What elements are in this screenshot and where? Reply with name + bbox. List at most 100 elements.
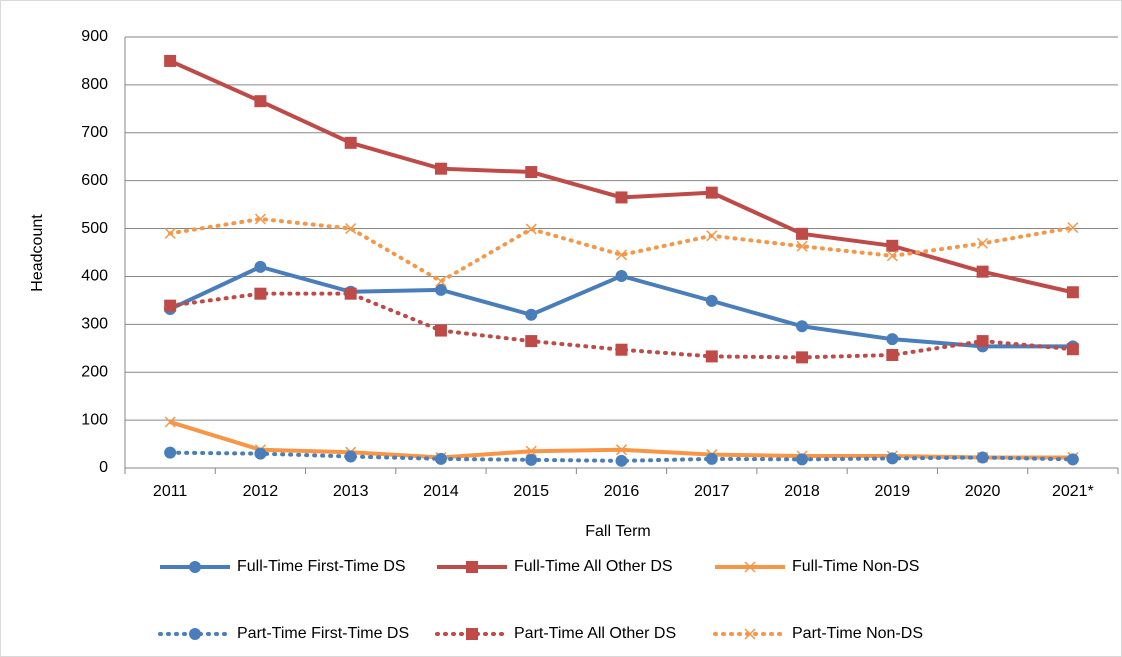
marker bbox=[615, 191, 628, 204]
x-tick-label: 2015 bbox=[513, 483, 549, 500]
marker bbox=[434, 162, 447, 175]
marker bbox=[434, 324, 447, 337]
x-tick-label: 2012 bbox=[243, 483, 279, 500]
marker bbox=[796, 227, 809, 240]
marker bbox=[615, 454, 628, 467]
series-line bbox=[168, 450, 1075, 463]
y-tick-label: 500 bbox=[81, 220, 108, 237]
legend-label: Full-Time First-Time DS bbox=[237, 558, 406, 575]
marker bbox=[435, 275, 447, 287]
x-tick-label: 2018 bbox=[784, 483, 820, 500]
y-tick-label: 300 bbox=[81, 316, 108, 333]
legend-item: Full-Time All Other DS bbox=[437, 558, 673, 575]
marker bbox=[189, 628, 201, 640]
legend-label: Full-Time Non-DS bbox=[792, 558, 919, 575]
marker bbox=[1066, 286, 1079, 299]
marker bbox=[345, 223, 357, 235]
series-line bbox=[168, 216, 1075, 284]
y-tick-label: 0 bbox=[99, 459, 108, 476]
marker bbox=[705, 186, 718, 199]
marker bbox=[525, 223, 537, 235]
marker bbox=[886, 452, 899, 465]
marker bbox=[744, 628, 756, 640]
marker bbox=[344, 287, 357, 300]
legend-item: Full-Time Non-DS bbox=[715, 558, 919, 575]
legend-label: Part-Time Non-DS bbox=[792, 625, 923, 642]
marker bbox=[344, 136, 357, 149]
y-tick-label: 400 bbox=[81, 268, 108, 285]
legend-item: Part-Time All Other DS bbox=[435, 625, 676, 642]
marker bbox=[796, 351, 809, 364]
marker bbox=[1067, 222, 1079, 234]
marker bbox=[466, 628, 478, 640]
marker bbox=[615, 444, 628, 456]
x-tick-label: 2021* bbox=[1052, 483, 1094, 500]
marker bbox=[886, 333, 899, 346]
marker bbox=[976, 265, 989, 278]
legend-item: Full-Time First-Time DS bbox=[160, 558, 406, 575]
marker bbox=[796, 320, 809, 333]
marker bbox=[615, 343, 628, 356]
series-line bbox=[168, 291, 1075, 360]
marker bbox=[705, 350, 718, 363]
y-tick-label: 800 bbox=[81, 76, 108, 93]
x-tick-label: 2017 bbox=[694, 483, 730, 500]
marker bbox=[796, 453, 809, 466]
marker bbox=[705, 452, 718, 465]
marker bbox=[164, 227, 176, 239]
marker bbox=[164, 416, 176, 428]
x-tick-label: 2020 bbox=[965, 483, 1001, 500]
marker bbox=[886, 250, 898, 262]
legend-label: Part-Time First-Time DS bbox=[237, 625, 409, 642]
marker bbox=[886, 348, 899, 361]
marker bbox=[525, 453, 538, 466]
marker bbox=[705, 294, 718, 307]
marker bbox=[254, 287, 267, 300]
marker bbox=[434, 452, 447, 465]
marker bbox=[1066, 343, 1079, 356]
y-tick-label: 700 bbox=[81, 124, 108, 141]
marker bbox=[344, 450, 357, 463]
legend-item: Part-Time Non-DS bbox=[713, 625, 923, 642]
marker bbox=[615, 269, 628, 282]
marker bbox=[164, 54, 177, 67]
marker bbox=[525, 335, 538, 348]
marker bbox=[615, 249, 628, 261]
marker bbox=[254, 447, 267, 460]
x-tick-label: 2011 bbox=[153, 483, 188, 500]
marker bbox=[525, 445, 537, 457]
marker bbox=[254, 213, 266, 225]
x-tick-label: 2013 bbox=[333, 483, 369, 500]
y-tick-label: 600 bbox=[81, 172, 108, 189]
marker bbox=[525, 166, 538, 179]
x-tick-label: 2014 bbox=[423, 483, 459, 500]
marker bbox=[164, 299, 177, 312]
marker bbox=[254, 95, 267, 108]
marker bbox=[434, 283, 447, 296]
y-tick-label: 200 bbox=[81, 363, 108, 380]
marker bbox=[164, 446, 177, 459]
y-tick-label: 100 bbox=[81, 411, 108, 428]
x-tick-label: 2016 bbox=[604, 483, 640, 500]
y-axis-label: Headcount bbox=[29, 214, 46, 292]
marker bbox=[796, 240, 808, 252]
y-tick-label: 900 bbox=[81, 28, 108, 45]
x-axis-label: Fall Term bbox=[585, 523, 651, 540]
marker bbox=[466, 561, 478, 573]
marker bbox=[977, 237, 989, 249]
marker bbox=[525, 308, 538, 321]
marker bbox=[744, 561, 756, 573]
marker bbox=[976, 335, 989, 348]
marker bbox=[706, 230, 718, 242]
marker bbox=[189, 561, 201, 573]
legend-label: Part-Time All Other DS bbox=[514, 625, 676, 642]
x-tick-label: 2019 bbox=[875, 483, 911, 500]
marker bbox=[886, 239, 899, 252]
marker bbox=[976, 451, 989, 464]
marker bbox=[254, 260, 267, 273]
legend-label: Full-Time All Other DS bbox=[514, 558, 673, 575]
legend-item: Part-Time First-Time DS bbox=[158, 625, 409, 642]
